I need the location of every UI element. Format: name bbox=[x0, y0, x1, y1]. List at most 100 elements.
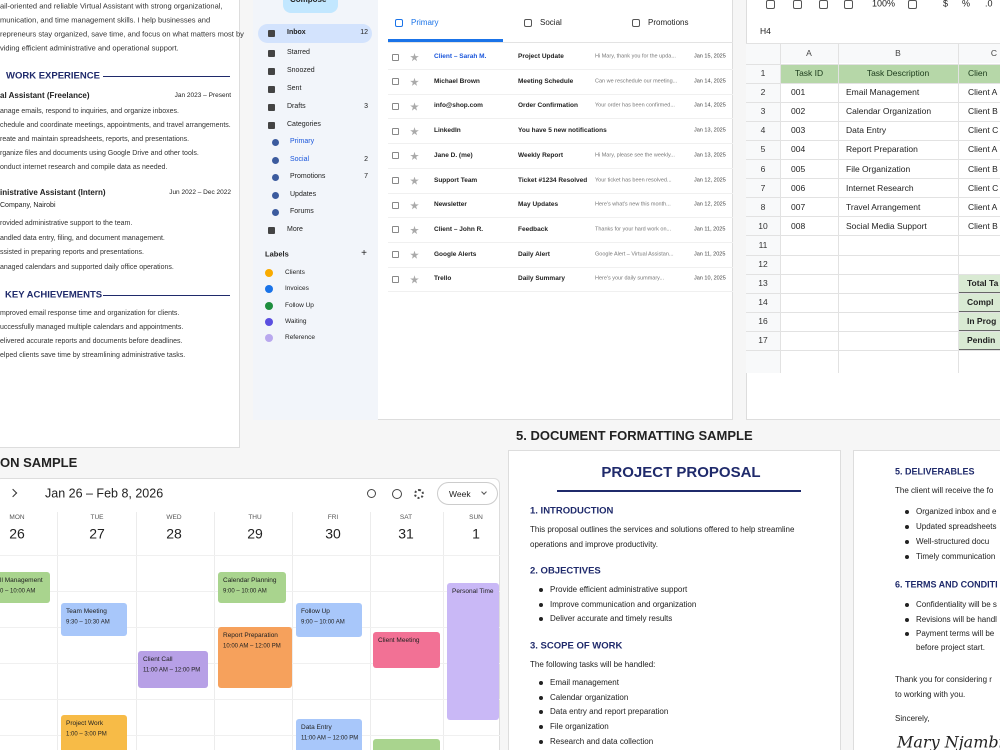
star[interactable] bbox=[410, 275, 419, 284]
percent-format: % bbox=[962, 0, 971, 9]
cell: Internet Research bbox=[846, 182, 914, 193]
doc-signoff: Sincerely, bbox=[895, 714, 930, 724]
checkbox[interactable] bbox=[392, 102, 399, 110]
label-dot bbox=[265, 301, 273, 310]
star[interactable] bbox=[410, 250, 419, 259]
sender: Jane D. (me) bbox=[434, 151, 473, 159]
summary-line: repreneurs stay organized, save time, an… bbox=[0, 29, 244, 39]
achievement: elivered accurate reports and documents … bbox=[0, 337, 183, 345]
job-company: Company, Nairobi bbox=[0, 201, 56, 209]
subject: Daily Summary bbox=[518, 275, 565, 283]
event[interactable] bbox=[296, 603, 362, 637]
tab-icon bbox=[524, 19, 532, 27]
star[interactable] bbox=[410, 127, 419, 136]
compose-button[interactable] bbox=[283, 0, 338, 13]
subject: You have 5 new notifications bbox=[518, 127, 607, 135]
event[interactable] bbox=[0, 572, 50, 603]
date: Jan 10, 2025 bbox=[694, 276, 726, 282]
star[interactable] bbox=[410, 201, 419, 210]
doc-page bbox=[508, 450, 841, 750]
row-label: 16 bbox=[758, 316, 768, 327]
doc-bullet: Payment terms will be bbox=[916, 629, 995, 639]
checkbox[interactable] bbox=[392, 177, 399, 184]
event[interactable] bbox=[447, 583, 499, 720]
cell: Client C bbox=[968, 125, 999, 136]
doc-bullet: Improve communication and organization bbox=[550, 599, 697, 609]
event[interactable] bbox=[218, 572, 286, 603]
nav-icon bbox=[272, 173, 279, 181]
cell: 006 bbox=[791, 182, 806, 193]
sender: Client – Sarah M. bbox=[434, 53, 487, 61]
nav-item: More bbox=[287, 225, 303, 233]
star[interactable] bbox=[410, 151, 419, 160]
currency-format: $ bbox=[943, 0, 949, 9]
star[interactable] bbox=[410, 77, 419, 86]
sender: Client – John R. bbox=[434, 225, 484, 233]
title-rule bbox=[557, 490, 801, 492]
star[interactable] bbox=[410, 176, 419, 185]
nav-count: 3 bbox=[364, 102, 368, 110]
event[interactable] bbox=[373, 739, 440, 750]
event[interactable] bbox=[138, 651, 208, 688]
row-rule bbox=[388, 266, 733, 268]
bullet bbox=[539, 617, 543, 622]
checkbox[interactable] bbox=[392, 251, 399, 259]
row-rule bbox=[388, 69, 733, 70]
checkbox[interactable] bbox=[392, 226, 399, 234]
section-heading: WORK EXPERIENCE bbox=[6, 70, 100, 82]
bullet bbox=[905, 617, 909, 622]
doc-bullet: Confidentiality will be s bbox=[916, 600, 997, 610]
date: Jan 15, 2025 bbox=[694, 53, 726, 60]
header-row bbox=[746, 43, 1000, 63]
label-name: Reference bbox=[285, 334, 315, 342]
summary-line: ail-oriented and reliable Virtual Assist… bbox=[0, 1, 223, 11]
event-title: Team Meeting bbox=[66, 608, 107, 616]
day-date: 27 bbox=[89, 525, 105, 542]
nav-icon bbox=[268, 29, 275, 37]
event[interactable] bbox=[218, 627, 292, 688]
search-icon[interactable] bbox=[367, 489, 376, 498]
row-label: 5 bbox=[760, 144, 766, 155]
row-label: 12 bbox=[758, 258, 768, 269]
event[interactable] bbox=[61, 715, 127, 750]
row-rule bbox=[388, 143, 733, 145]
doc-bullet: Email management bbox=[550, 678, 619, 688]
checkbox[interactable] bbox=[392, 78, 399, 86]
nav-item: Updates bbox=[290, 190, 317, 198]
nav-icon bbox=[268, 226, 275, 234]
day-name: SAT bbox=[399, 514, 413, 522]
event[interactable] bbox=[61, 603, 127, 636]
star[interactable] bbox=[410, 225, 419, 235]
sender: Newsletter bbox=[434, 201, 467, 209]
star[interactable] bbox=[410, 102, 419, 111]
event[interactable] bbox=[373, 632, 440, 668]
checkbox[interactable] bbox=[392, 127, 399, 135]
cell: 007 bbox=[791, 201, 806, 212]
day-name: WED bbox=[166, 514, 182, 522]
header-fill bbox=[780, 63, 1000, 83]
doc-bullet: Provide efficient administrative support bbox=[550, 585, 688, 595]
label-dot bbox=[265, 334, 273, 343]
date: Jan 13, 2025 bbox=[694, 152, 726, 159]
view-selector[interactable] bbox=[437, 482, 498, 505]
event[interactable] bbox=[296, 719, 362, 750]
checkbox[interactable] bbox=[392, 275, 399, 283]
checkbox[interactable] bbox=[392, 152, 399, 160]
bullet bbox=[539, 602, 543, 607]
star[interactable] bbox=[410, 53, 419, 62]
doc-text: operations and improve productivity. bbox=[530, 540, 658, 550]
job-bullet: reate and maintain spreadsheets, reports… bbox=[0, 135, 190, 143]
day-divider bbox=[214, 512, 215, 750]
grid-line bbox=[746, 292, 1000, 294]
settings-icon[interactable] bbox=[414, 489, 424, 499]
job-title: al Assistant (Freelance) bbox=[0, 91, 90, 101]
toolbar-icon bbox=[844, 0, 853, 9]
checkbox[interactable] bbox=[392, 201, 399, 209]
label-dot bbox=[265, 285, 273, 294]
checkbox[interactable] bbox=[392, 53, 399, 61]
grid-line bbox=[746, 63, 1000, 65]
sender: Google Alerts bbox=[434, 250, 477, 258]
decimal-format: .0 bbox=[985, 0, 993, 9]
help-icon[interactable] bbox=[392, 489, 402, 499]
row-rule bbox=[388, 167, 733, 169]
